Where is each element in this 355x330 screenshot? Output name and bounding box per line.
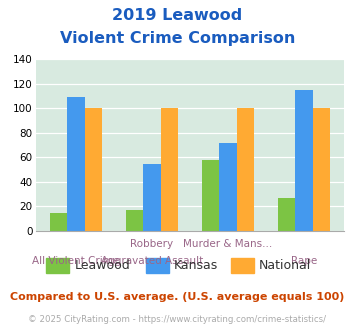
Bar bbox=[126, 210, 143, 231]
Text: Rape: Rape bbox=[291, 256, 317, 266]
Bar bbox=[313, 109, 330, 231]
Text: 2019 Leawood: 2019 Leawood bbox=[113, 8, 242, 23]
Bar bbox=[219, 143, 237, 231]
Text: Compared to U.S. average. (U.S. average equals 100): Compared to U.S. average. (U.S. average … bbox=[10, 292, 345, 302]
Text: Aggravated Assault: Aggravated Assault bbox=[101, 256, 203, 266]
Text: © 2025 CityRating.com - https://www.cityrating.com/crime-statistics/: © 2025 CityRating.com - https://www.city… bbox=[28, 315, 327, 324]
Text: Robbery: Robbery bbox=[130, 239, 174, 249]
Bar bbox=[295, 90, 313, 231]
Text: All Violent Crime: All Violent Crime bbox=[32, 256, 119, 266]
Bar bbox=[84, 109, 102, 231]
Text: Murder & Mans...: Murder & Mans... bbox=[183, 239, 273, 249]
Bar bbox=[278, 198, 295, 231]
Bar bbox=[160, 109, 178, 231]
Bar bbox=[67, 97, 84, 231]
Text: National: National bbox=[259, 259, 311, 272]
Text: Violent Crime Comparison: Violent Crime Comparison bbox=[60, 31, 295, 46]
Bar bbox=[202, 160, 219, 231]
Bar bbox=[237, 109, 254, 231]
Bar bbox=[143, 164, 160, 231]
Bar bbox=[50, 213, 67, 231]
Text: Kansas: Kansas bbox=[174, 259, 218, 272]
Text: Leawood: Leawood bbox=[75, 259, 130, 272]
